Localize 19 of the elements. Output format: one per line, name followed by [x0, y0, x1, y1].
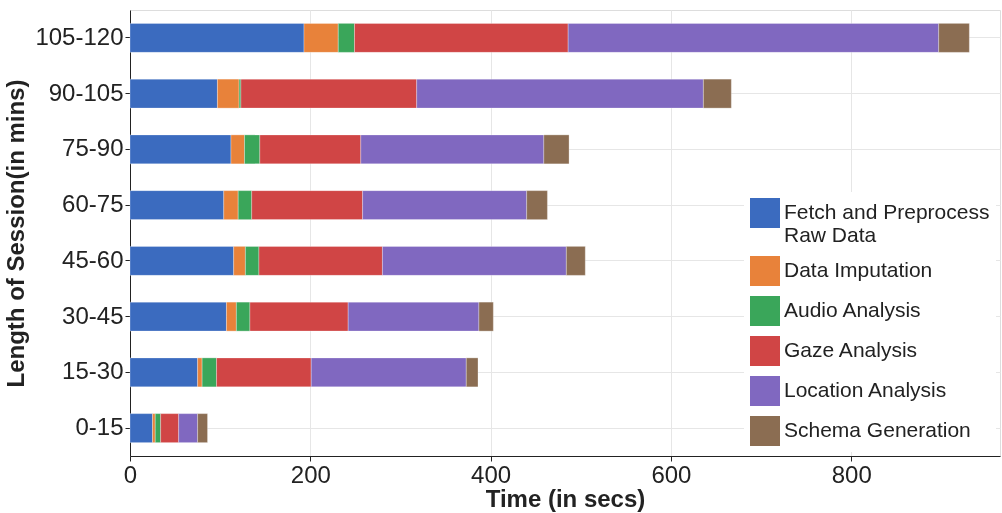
x-tick-label: 800	[831, 460, 872, 488]
y-tick-label: 45-60	[62, 245, 124, 273]
x-tick-label: 200	[290, 460, 331, 488]
y-tick-label: 0-15	[75, 413, 124, 441]
legend-label: Schema Generation	[784, 418, 971, 441]
y-tick-label: 90-105	[48, 78, 124, 106]
x-tick-label: 600	[651, 460, 692, 488]
legend-label: Audio Analysis	[784, 298, 921, 321]
legend-label: Location Analysis	[784, 378, 947, 401]
y-tick-label: 75-90	[62, 134, 124, 162]
y-tick-label: 60-75	[62, 190, 124, 218]
y-tick-label: 15-30	[62, 357, 124, 385]
y-tick-label: 30-45	[62, 301, 124, 329]
x-tick-label: 0	[123, 460, 138, 488]
legend-label: Gaze Analysis	[784, 338, 918, 361]
legend-label: Fetch and Preprocess Raw Data	[784, 200, 990, 246]
legend-label: Data Imputation	[784, 258, 933, 281]
y-tick-label: 105-120	[35, 22, 124, 50]
y-axis-title: Length of Session(in mins)	[2, 79, 30, 388]
